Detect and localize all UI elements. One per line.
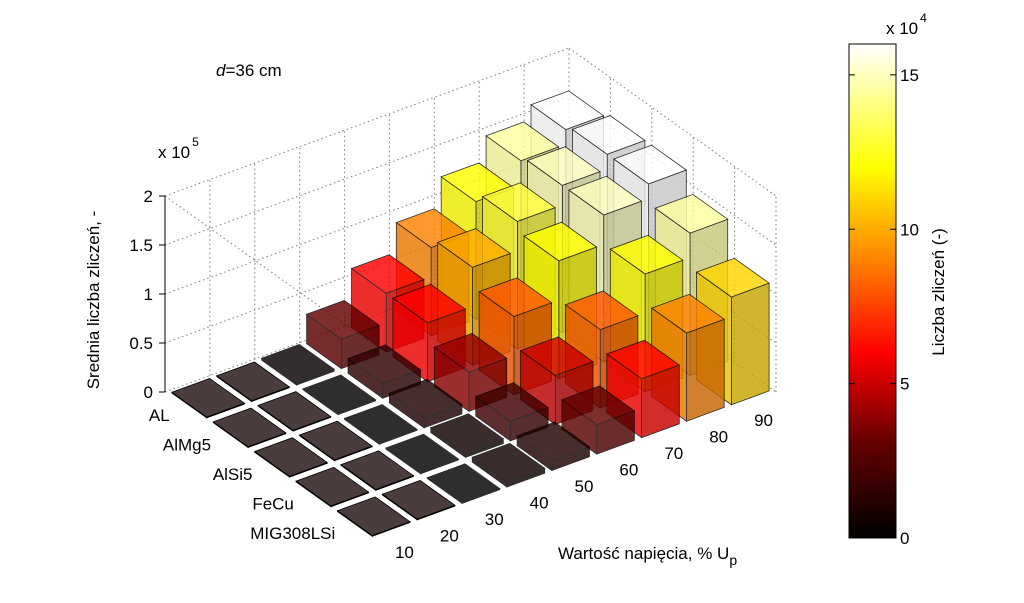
material-tick-label: AL	[149, 406, 170, 425]
colorbar-ticks: 0 5 10 15	[849, 66, 919, 548]
voltage-tick-label: 20	[440, 526, 459, 545]
bar	[171, 378, 246, 419]
colorbar-multiplier: x 104	[886, 11, 927, 38]
voltage-tick-label: 40	[530, 493, 549, 512]
colorbar-label: Liczba zliczeń (-)	[929, 228, 948, 356]
colorbar-tick-label: 5	[900, 375, 909, 394]
z-multiplier: x 105	[158, 135, 199, 162]
voltage-tick-label: 30	[485, 510, 504, 529]
material-tick-label: AlMg5	[163, 435, 211, 454]
z-tick-label: 1	[144, 285, 153, 304]
colorbar-tick-label: 10	[900, 220, 919, 239]
bar	[340, 450, 415, 492]
bar	[471, 442, 546, 488]
voltage-tick-label: 70	[664, 444, 683, 463]
bar	[302, 374, 377, 416]
bar	[215, 361, 291, 403]
bar	[336, 496, 411, 538]
material-tick-label: AlSi5	[213, 465, 253, 484]
bar	[253, 437, 329, 478]
bar	[561, 385, 636, 455]
bars	[171, 90, 770, 538]
bar	[388, 378, 463, 429]
bar	[426, 463, 501, 505]
colorbar-gradient	[848, 43, 897, 539]
bar	[347, 344, 422, 399]
bar	[257, 391, 332, 432]
annotation: d=36 cm	[216, 61, 282, 80]
bar	[516, 421, 591, 472]
bar	[343, 404, 418, 445]
bar	[429, 413, 505, 459]
material-tick-label: FeCu	[252, 495, 294, 514]
colorbar: 0 5 10 15 x 104 Liczba zliczeń (-)	[848, 11, 948, 548]
bar	[385, 433, 460, 475]
voltage-tick-label: 50	[575, 477, 594, 496]
bar	[474, 382, 549, 442]
colorbar-tick-label: 0	[900, 529, 909, 548]
bar	[295, 466, 370, 508]
bar	[298, 420, 373, 462]
z-tick-label: 1.5	[129, 236, 153, 255]
x-axis-label: Wartość napięcia, % Up	[558, 544, 737, 568]
bar	[381, 479, 456, 521]
bar	[260, 343, 336, 386]
material-tick-label: MIG308LSi	[250, 524, 335, 543]
z-tick-label: 2	[144, 187, 153, 206]
voltage-tick-label: 10	[395, 543, 414, 562]
z-axis-label: Srednia liczba zliczeń, -	[84, 211, 103, 390]
z-tick-label: 0.5	[129, 334, 153, 353]
bar	[212, 407, 287, 449]
voltage-tick-label: 80	[709, 428, 728, 447]
voltage-tick-label: 60	[619, 461, 638, 480]
colorbar-tick-label: 15	[900, 66, 919, 85]
z-tick-label: 0	[144, 383, 153, 402]
voltage-tick-label: 90	[754, 411, 773, 430]
